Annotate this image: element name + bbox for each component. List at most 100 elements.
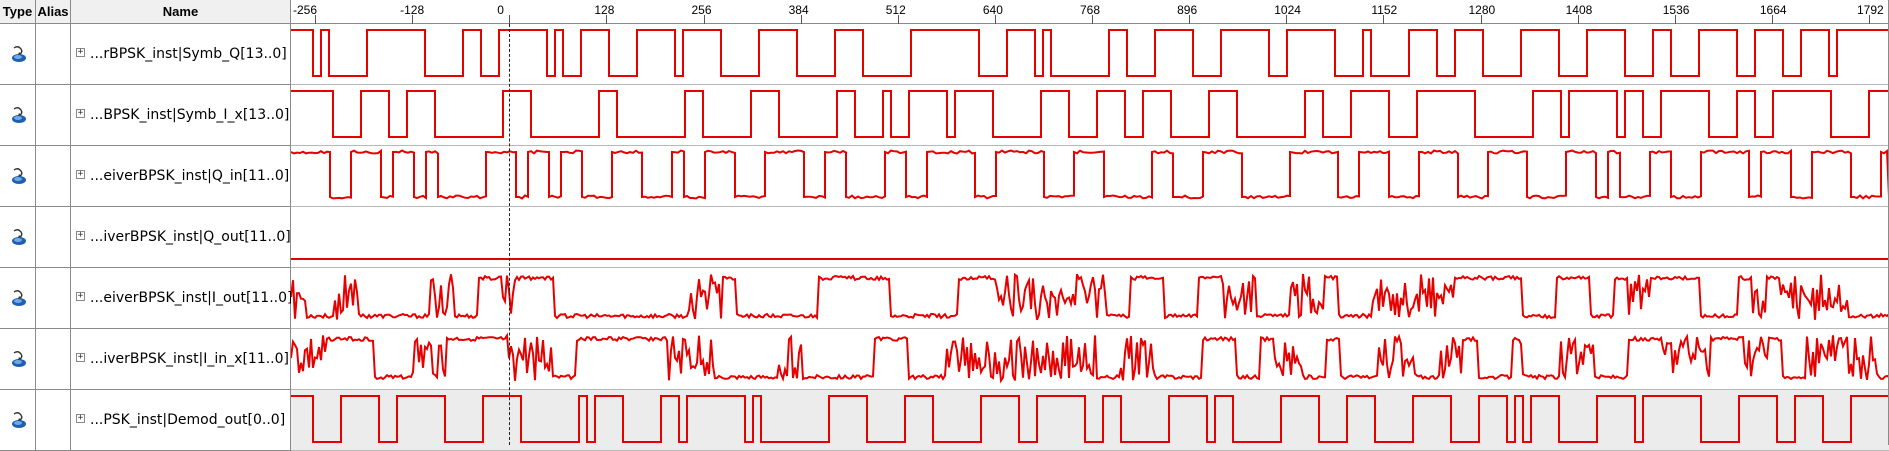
- waveform-cell[interactable]: [291, 207, 1889, 268]
- output-pin-icon: [12, 412, 26, 428]
- signal-row[interactable]: + ...eiverBPSK_inst|I_out[11..0]: [0, 268, 1889, 329]
- output-pin-icon: [12, 46, 26, 62]
- signal-name-cell[interactable]: + ...rBPSK_inst|Symb_Q[13..0]: [71, 24, 291, 85]
- signal-name: ...BPSK_inst|Symb_I_x[13..0]: [90, 107, 290, 123]
- signal-name-cell[interactable]: + ...iverBPSK_inst|I_in_x[11..0]: [71, 329, 291, 390]
- signal-alias-cell: [36, 24, 71, 85]
- ruler-tick: [509, 15, 511, 24]
- waveform-trace: [291, 258, 1889, 260]
- signal-row[interactable]: + ...iverBPSK_inst|Q_out[11..0]: [0, 207, 1889, 268]
- signal-name-cell[interactable]: + ...iverBPSK_inst|Q_out[11..0]: [71, 207, 291, 268]
- signal-name: ...rBPSK_inst|Symb_Q[13..0]: [90, 46, 287, 62]
- ruler-tick: [1771, 15, 1773, 24]
- waveform-line: [291, 29, 1889, 77]
- waveform-cell[interactable]: [291, 268, 1889, 329]
- signal-row[interactable]: + ...rBPSK_inst|Symb_Q[13..0]: [0, 24, 1889, 85]
- signal-type-cell: [0, 207, 36, 268]
- ruler-tick-label: -128: [400, 3, 425, 17]
- signal-name-cell[interactable]: + ...BPSK_inst|Symb_I_x[13..0]: [71, 85, 291, 146]
- ruler-tick-label: 128: [594, 3, 615, 17]
- expand-icon[interactable]: +: [76, 169, 85, 179]
- column-header-alias[interactable]: Alias: [36, 0, 71, 24]
- time-cursor[interactable]: [509, 24, 511, 445]
- waveform-cell[interactable]: [291, 390, 1889, 451]
- ruler-tick-label: 640: [982, 3, 1003, 17]
- signal-row[interactable]: + ...iverBPSK_inst|I_in_x[11..0]: [0, 329, 1889, 390]
- ruler-tick: [1092, 15, 1093, 24]
- signal-alias-cell: [36, 207, 71, 268]
- waveform-line: [291, 395, 1889, 443]
- ruler-tick-label: 1408: [1565, 3, 1593, 17]
- waveform-cell[interactable]: [291, 329, 1889, 390]
- waveform-line: [291, 272, 1889, 321]
- ruler-tick-label: 896: [1177, 3, 1198, 17]
- expand-icon[interactable]: +: [76, 291, 85, 301]
- signal-name: ...eiverBPSK_inst|I_out[11..0]: [90, 290, 293, 306]
- waveform-trace: [291, 29, 1889, 77]
- ruler-tick: [315, 15, 316, 24]
- signal-name-cell[interactable]: + ...eiverBPSK_inst|I_out[11..0]: [71, 268, 293, 329]
- waveform-line: [291, 148, 1889, 200]
- signal-type-cell: [0, 85, 36, 146]
- output-pin-icon: [12, 229, 26, 245]
- column-header-name[interactable]: Name: [71, 0, 291, 24]
- ruler-tick-label: 256: [691, 3, 712, 17]
- expand-icon[interactable]: +: [76, 413, 85, 423]
- ruler-tick: [994, 15, 996, 24]
- ruler-tick-label: 1152: [1371, 3, 1398, 17]
- signal-name: ...eiverBPSK_inst|Q_in[11..0]: [90, 168, 290, 184]
- waveform-cell[interactable]: [291, 85, 1889, 146]
- expand-icon[interactable]: +: [76, 108, 85, 118]
- ruler-tick-label: 512: [885, 3, 906, 17]
- ruler-tick: [1869, 15, 1870, 24]
- time-ruler[interactable]: -256 -128 0 128 256 384 512 640 768 896 1024 1152 12…: [291, 0, 1889, 24]
- signal-type-cell: [0, 329, 36, 390]
- waveform-line: [291, 332, 1889, 384]
- output-pin-icon: [12, 168, 26, 184]
- waveform-cell[interactable]: [291, 24, 1889, 85]
- signal-row[interactable]: + ...eiverBPSK_inst|Q_in[11..0]: [0, 146, 1889, 207]
- waveform-line: [291, 90, 1889, 138]
- signal-alias-cell: [36, 146, 71, 207]
- output-pin-icon: [12, 107, 26, 123]
- waveform-cell[interactable]: [291, 146, 1889, 207]
- signal-name: ...iverBPSK_inst|Q_out[11..0]: [90, 229, 291, 245]
- signal-name-cell[interactable]: + ...PSK_inst|Demod_out[0..0]: [71, 390, 291, 451]
- signal-type-cell: [0, 24, 36, 85]
- signal-row[interactable]: + ...BPSK_inst|Symb_I_x[13..0]: [0, 85, 1889, 146]
- ruler-tick-label: 1792: [1857, 3, 1884, 17]
- waveform-trace: [291, 395, 1889, 443]
- ruler-tick-label: 768: [1080, 3, 1101, 17]
- signal-alias-cell: [36, 85, 71, 146]
- signal-name: ...PSK_inst|Demod_out[0..0]: [90, 412, 286, 428]
- signal-type-cell: [0, 390, 36, 451]
- ruler-tick: [897, 15, 899, 24]
- signal-name: ...iverBPSK_inst|I_in_x[11..0]: [90, 351, 289, 367]
- waveform-trace: [291, 148, 1889, 200]
- waveform-trace: [291, 90, 1889, 138]
- signal-name-cell[interactable]: + ...eiverBPSK_inst|Q_in[11..0]: [71, 146, 291, 207]
- ruler-tick-label: 1664: [1759, 3, 1787, 17]
- column-header-type[interactable]: Type: [0, 0, 36, 24]
- signal-type-cell: [0, 146, 36, 207]
- waveform-trace: [291, 332, 1889, 384]
- expand-icon[interactable]: +: [76, 47, 85, 57]
- expand-icon[interactable]: +: [76, 352, 85, 362]
- ruler-tick: [703, 15, 705, 24]
- signal-row[interactable]: + ...PSK_inst|Demod_out[0..0]: [0, 390, 1889, 451]
- expand-icon[interactable]: +: [76, 230, 85, 240]
- ruler-tick: [1480, 15, 1482, 24]
- ruler-tick: [800, 15, 802, 24]
- ruler-tick-label: -256: [293, 3, 318, 17]
- ruler-tick-label: 1536: [1662, 3, 1690, 17]
- signal-type-cell: [0, 268, 36, 329]
- ruler-tick: [1286, 15, 1288, 24]
- ruler-tick-label: 1280: [1468, 3, 1496, 17]
- output-pin-icon: [12, 351, 26, 367]
- ruler-tick-label: 1024: [1274, 3, 1301, 17]
- ruler-tick: [1189, 15, 1191, 24]
- signal-alias-cell: [36, 390, 71, 451]
- signal-alias-cell: [36, 329, 71, 390]
- waveform-trace: [291, 272, 1889, 321]
